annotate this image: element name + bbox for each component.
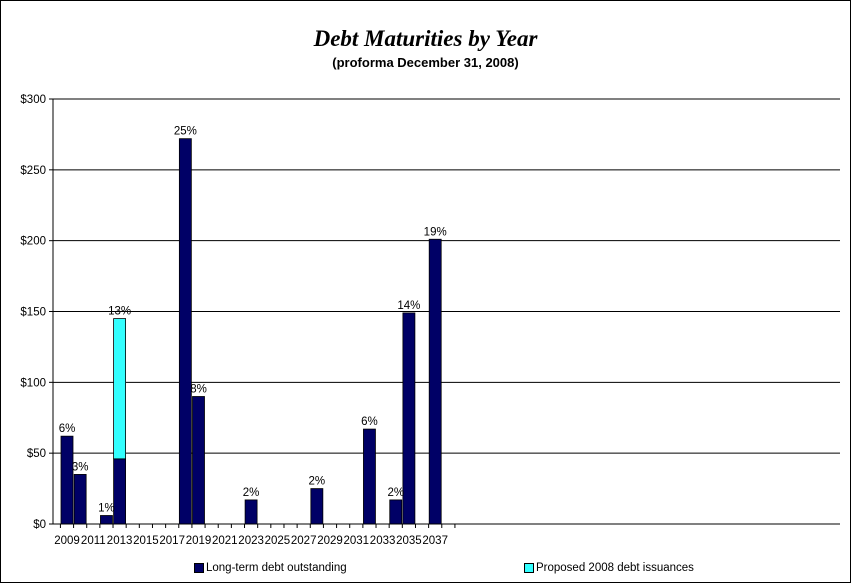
data-label-2032: 6% bbox=[361, 416, 378, 428]
data-label-2013: 13% bbox=[108, 306, 131, 318]
data-label-2009: 6% bbox=[59, 423, 76, 435]
legend-swatch-proposed bbox=[524, 563, 534, 573]
bar-long-term-2035 bbox=[402, 312, 416, 525]
bar-long-term-2010 bbox=[73, 474, 87, 525]
data-label-2010: 3% bbox=[72, 461, 89, 473]
data-label-2019: 8% bbox=[190, 384, 207, 396]
bar-long-term-2023 bbox=[244, 499, 258, 525]
x-tick-label: 2037 bbox=[422, 535, 448, 547]
bar-long-term-2034 bbox=[389, 499, 403, 525]
data-label-2012: 1% bbox=[98, 503, 115, 515]
legend-label-long-term: Long-term debt outstanding bbox=[206, 562, 347, 574]
data-label-2028: 2% bbox=[309, 476, 326, 488]
x-tick-label: 2011 bbox=[81, 535, 106, 547]
bar-long-term-2037 bbox=[428, 238, 442, 525]
x-tick-label: 2017 bbox=[159, 535, 185, 547]
y-tick-label: $0 bbox=[33, 519, 46, 531]
y-tick-label: $250 bbox=[20, 165, 46, 177]
x-tick-label: 2009 bbox=[54, 535, 80, 547]
x-tick-label: 2021 bbox=[212, 535, 238, 547]
y-tick-label: $300 bbox=[20, 94, 46, 106]
axes bbox=[49, 98, 840, 528]
x-tick-label: 2031 bbox=[344, 535, 370, 547]
data-label-2023: 2% bbox=[243, 487, 260, 499]
bar-long-term-2012 bbox=[100, 515, 113, 525]
data-label-2018: 25% bbox=[174, 126, 197, 138]
x-tick-label: 2013 bbox=[107, 535, 133, 547]
bar-long-term-2018 bbox=[178, 138, 192, 525]
x-tick-label: 2035 bbox=[396, 535, 422, 547]
data-labels: 6% 3% 1% 13% 25% 8% 2% 2% 6% 2% 14% 19% bbox=[59, 126, 447, 515]
x-tick-label: 2025 bbox=[265, 535, 291, 547]
chart-title: Debt Maturities by Year bbox=[313, 26, 538, 51]
chart-subtitle: (proforma December 31, 2008) bbox=[332, 55, 519, 70]
y-tick-label: $200 bbox=[20, 236, 46, 248]
data-label-2037: 19% bbox=[424, 226, 447, 238]
data-label-2035: 14% bbox=[397, 300, 420, 312]
y-tick-labels: $0 $50 $100 $150 $200 $250 $300 bbox=[20, 94, 46, 531]
legend-swatch-long-term bbox=[194, 563, 204, 573]
x-tick-label: 2015 bbox=[133, 535, 159, 547]
y-tick-label: $150 bbox=[20, 307, 46, 319]
x-tick-label: 2027 bbox=[291, 535, 317, 547]
x-tick-labels: 2009 2011 2013 2015 2017 2019 2021 2023 2025 2027… bbox=[54, 535, 448, 547]
x-tick-label: 2019 bbox=[186, 535, 212, 547]
bar-proposed-2013 bbox=[113, 318, 126, 460]
y-tick-label: $100 bbox=[20, 377, 46, 389]
bar-long-term-2019 bbox=[192, 396, 205, 525]
y-tick-label: $50 bbox=[27, 448, 46, 460]
gridlines bbox=[53, 98, 840, 454]
x-tick-label: 2023 bbox=[238, 535, 264, 547]
bar-long-term-2028 bbox=[310, 488, 324, 525]
bars bbox=[60, 138, 442, 525]
x-tick-label: 2029 bbox=[317, 535, 343, 547]
legend-item-long-term: Long-term debt outstanding bbox=[194, 562, 347, 574]
x-tick-label: 2033 bbox=[370, 535, 396, 547]
bar-long-term-2009 bbox=[60, 435, 74, 525]
legend-item-proposed: Proposed 2008 debt issuances bbox=[524, 562, 694, 574]
legend-label-proposed: Proposed 2008 debt issuances bbox=[536, 562, 694, 574]
bar-long-term-2032 bbox=[363, 428, 376, 525]
bar-long-term-2013 bbox=[113, 458, 126, 525]
data-label-2034: 2% bbox=[387, 487, 404, 499]
